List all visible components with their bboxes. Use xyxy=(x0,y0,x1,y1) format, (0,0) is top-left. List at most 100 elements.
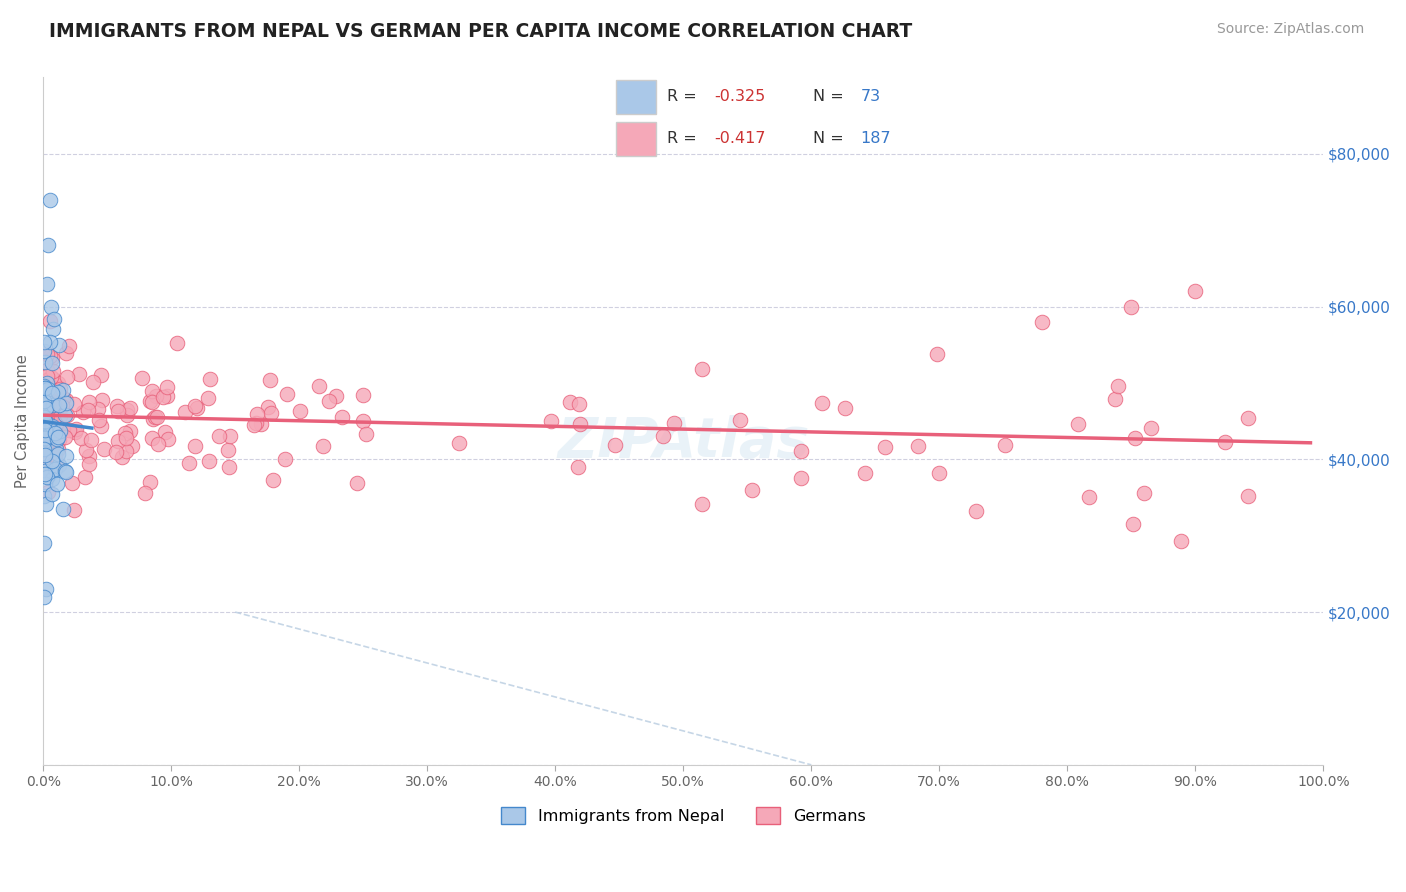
Point xyxy=(873,441,896,455)
Point xyxy=(218,429,240,443)
Point xyxy=(77,458,100,472)
Point xyxy=(262,473,284,487)
Point xyxy=(449,436,471,450)
Point xyxy=(1122,516,1144,531)
Point xyxy=(245,407,267,421)
Point xyxy=(356,427,378,442)
Point xyxy=(141,394,163,409)
Point xyxy=(152,390,174,404)
Point xyxy=(139,394,162,409)
Point xyxy=(41,415,63,429)
Text: IMMIGRANTS FROM NEPAL VS GERMAN PER CAPITA INCOME CORRELATION CHART: IMMIGRANTS FROM NEPAL VS GERMAN PER CAPI… xyxy=(49,22,912,41)
Point xyxy=(53,408,76,422)
Point xyxy=(789,470,811,484)
Point xyxy=(111,450,134,464)
Point xyxy=(58,423,80,437)
Point xyxy=(330,410,353,425)
Point xyxy=(35,409,58,424)
Point xyxy=(32,440,55,454)
Point xyxy=(925,347,948,361)
Point xyxy=(35,394,58,409)
Point xyxy=(662,416,685,430)
Point xyxy=(250,417,273,431)
Point xyxy=(107,404,129,418)
Point xyxy=(44,462,66,476)
Point xyxy=(41,398,63,412)
Point xyxy=(567,459,589,474)
Point xyxy=(177,456,200,470)
Point xyxy=(62,397,84,411)
Point xyxy=(1077,490,1099,504)
Point xyxy=(65,422,87,436)
Point xyxy=(52,391,75,405)
Point xyxy=(32,343,55,358)
Point xyxy=(156,388,179,402)
Point xyxy=(174,405,197,419)
Point xyxy=(35,497,58,511)
Point xyxy=(35,435,58,450)
Point xyxy=(49,409,72,423)
Point xyxy=(90,368,112,382)
Point xyxy=(35,401,58,415)
Point xyxy=(38,376,60,390)
Point xyxy=(35,399,58,413)
Point xyxy=(49,424,72,438)
Point xyxy=(34,464,56,478)
Point xyxy=(55,395,77,409)
Point xyxy=(208,429,231,443)
Point xyxy=(63,503,86,517)
Point xyxy=(39,314,62,328)
Point xyxy=(114,425,136,440)
Point xyxy=(35,277,58,291)
Point xyxy=(38,349,60,363)
Point xyxy=(60,475,83,490)
Point xyxy=(120,425,142,439)
Point xyxy=(197,391,219,405)
Point xyxy=(35,442,58,457)
Point xyxy=(965,503,987,517)
Point xyxy=(35,368,58,383)
Point xyxy=(276,387,298,401)
Point xyxy=(34,413,56,427)
Point xyxy=(690,361,713,376)
Point xyxy=(42,372,65,386)
Point xyxy=(139,475,162,490)
Point xyxy=(141,431,163,445)
Point xyxy=(318,393,340,408)
Point xyxy=(39,443,62,458)
Point xyxy=(73,470,96,484)
Point xyxy=(810,396,832,410)
Point xyxy=(741,483,763,498)
Point xyxy=(1237,489,1260,503)
Point xyxy=(312,439,335,453)
Point xyxy=(186,401,208,415)
Point xyxy=(651,428,673,442)
Point xyxy=(115,443,138,458)
Point xyxy=(41,351,63,366)
Text: 73: 73 xyxy=(860,88,880,103)
Point xyxy=(184,400,207,414)
Point xyxy=(41,356,63,370)
Point xyxy=(35,425,58,439)
Point xyxy=(107,399,129,413)
Point xyxy=(44,377,66,392)
Point xyxy=(34,381,56,395)
Point xyxy=(90,392,112,407)
Point xyxy=(35,582,58,597)
FancyBboxPatch shape xyxy=(616,122,655,156)
Point xyxy=(117,403,139,417)
Point xyxy=(928,466,950,480)
Point xyxy=(352,414,374,428)
Point xyxy=(118,401,141,416)
Point xyxy=(77,449,100,463)
Point xyxy=(42,322,65,336)
Point xyxy=(41,363,63,377)
Point xyxy=(153,425,176,440)
Point xyxy=(146,437,169,451)
Point xyxy=(35,375,58,389)
Text: ZIPAtlas: ZIPAtlas xyxy=(557,415,810,469)
Point xyxy=(32,394,55,409)
Point xyxy=(35,389,58,403)
Point xyxy=(32,590,55,604)
Point xyxy=(55,346,77,360)
